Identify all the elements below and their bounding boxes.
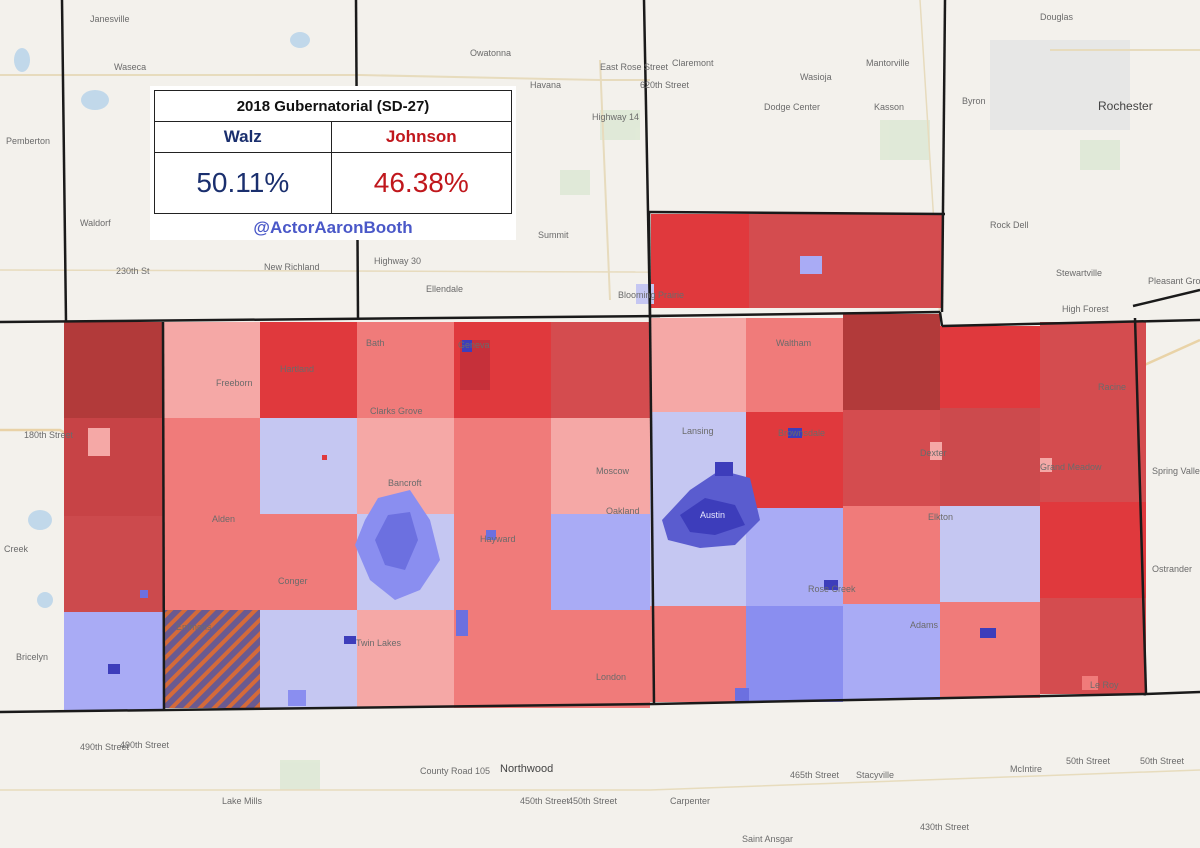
road-label: 450th Street — [568, 796, 618, 806]
road-label: 490th Street — [80, 742, 130, 752]
candidate-share-johnson: 46.38% — [330, 152, 513, 214]
place-label: Claremont — [672, 58, 714, 68]
place-label: Adams — [910, 620, 939, 630]
results-box: 2018 Gubernatorial (SD-27) Walz Johnson … — [150, 86, 516, 240]
place-label: Dodge Center — [764, 102, 820, 112]
place-label: Pleasant Grove — [1148, 276, 1200, 286]
place-label: Emmons — [176, 622, 212, 632]
place-label: Carpenter — [670, 796, 710, 806]
place-label: Le Roy — [1090, 680, 1119, 690]
road-label: 50th Street — [1066, 756, 1111, 766]
place-label: Brownsdale — [778, 428, 825, 438]
place-label: Wasioja — [800, 72, 832, 82]
precinct-fills — [64, 214, 1146, 710]
place-label: Moscow — [596, 466, 630, 476]
place-label: Grand Meadow — [1040, 462, 1102, 472]
place-label: Geneva — [458, 340, 490, 350]
road-label: Highway 14 — [592, 112, 639, 122]
place-label: Clarks Grove — [370, 406, 423, 416]
place-label: Spring Valley — [1152, 466, 1200, 476]
place-label: Stewartville — [1056, 268, 1102, 278]
road-label: 50th Street — [1140, 756, 1185, 766]
place-label: East Rose Street — [600, 62, 669, 72]
place-label: Freeborn — [216, 378, 253, 388]
road-label: 620th Street — [640, 80, 690, 90]
road-label: 230th St — [116, 266, 150, 276]
place-label: Austin — [700, 510, 725, 520]
place-label: Janesville — [90, 14, 130, 24]
place-label: High Forest — [1062, 304, 1109, 314]
place-label: Hartland — [280, 364, 314, 374]
place-label: Alden — [212, 514, 235, 524]
place-label: Rock Dell — [990, 220, 1029, 230]
place-label: Ostrander — [1152, 564, 1192, 574]
place-label: Racine — [1098, 382, 1126, 392]
place-label: Bath — [366, 338, 385, 348]
place-label: Rochester — [1098, 99, 1153, 113]
place-label: Rose Creek — [808, 584, 856, 594]
road-label: 490th Street — [120, 740, 170, 750]
place-label: Creek — [4, 544, 29, 554]
place-label: Douglas — [1040, 12, 1074, 22]
place-label: Waseca — [114, 62, 146, 72]
place-label: Kasson — [874, 102, 904, 112]
place-label: Stacyville — [856, 770, 894, 780]
place-label: McIntire — [1010, 764, 1042, 774]
road-label: 465th Street — [790, 770, 840, 780]
place-label: Twin Lakes — [356, 638, 402, 648]
road-label: 180th Street — [24, 430, 74, 440]
place-label: Byron — [962, 96, 986, 106]
candidate-share-walz: 50.11% — [154, 152, 332, 214]
place-label: Bancroft — [388, 478, 422, 488]
place-label: Blooming Prairie — [618, 290, 684, 300]
place-label: Havana — [530, 80, 561, 90]
place-label: Hayward — [480, 534, 516, 544]
place-label: Oakland — [606, 506, 640, 516]
county-boundaries — [0, 0, 1200, 714]
place-label: Saint Ansgar — [742, 834, 793, 844]
place-label: Conger — [278, 576, 308, 586]
place-label: Lansing — [682, 426, 714, 436]
road-label: Highway 30 — [374, 256, 421, 266]
results-table: 2018 Gubernatorial (SD-27) Walz Johnson … — [154, 90, 513, 214]
results-title: 2018 Gubernatorial (SD-27) — [154, 90, 512, 122]
place-label: Mantorville — [866, 58, 910, 68]
place-label: Lake Mills — [222, 796, 263, 806]
road-label: 430th Street — [920, 822, 970, 832]
candidate-name-walz: Walz — [154, 121, 332, 153]
place-label: New Richland — [264, 262, 320, 272]
place-label: Pemberton — [6, 136, 50, 146]
place-label: Waldorf — [80, 218, 111, 228]
place-label: Elkton — [928, 512, 953, 522]
place-label: Ellendale — [426, 284, 463, 294]
place-label: Bricelyn — [16, 652, 48, 662]
road-label: County Road 105 — [420, 766, 490, 776]
place-label: Owatonna — [470, 48, 511, 58]
place-label: Summit — [538, 230, 569, 240]
place-label: London — [596, 672, 626, 682]
place-label: Northwood — [500, 763, 553, 775]
author-credit: @ActorAaronBooth — [253, 218, 413, 237]
candidate-name-johnson: Johnson — [330, 121, 513, 153]
map-text-labels: Janesville Waseca Owatonna East Rose Str… — [4, 12, 1200, 844]
place-label: Waltham — [776, 338, 811, 348]
place-label: Dexter — [920, 448, 947, 458]
road-label: 450th Street — [520, 796, 570, 806]
